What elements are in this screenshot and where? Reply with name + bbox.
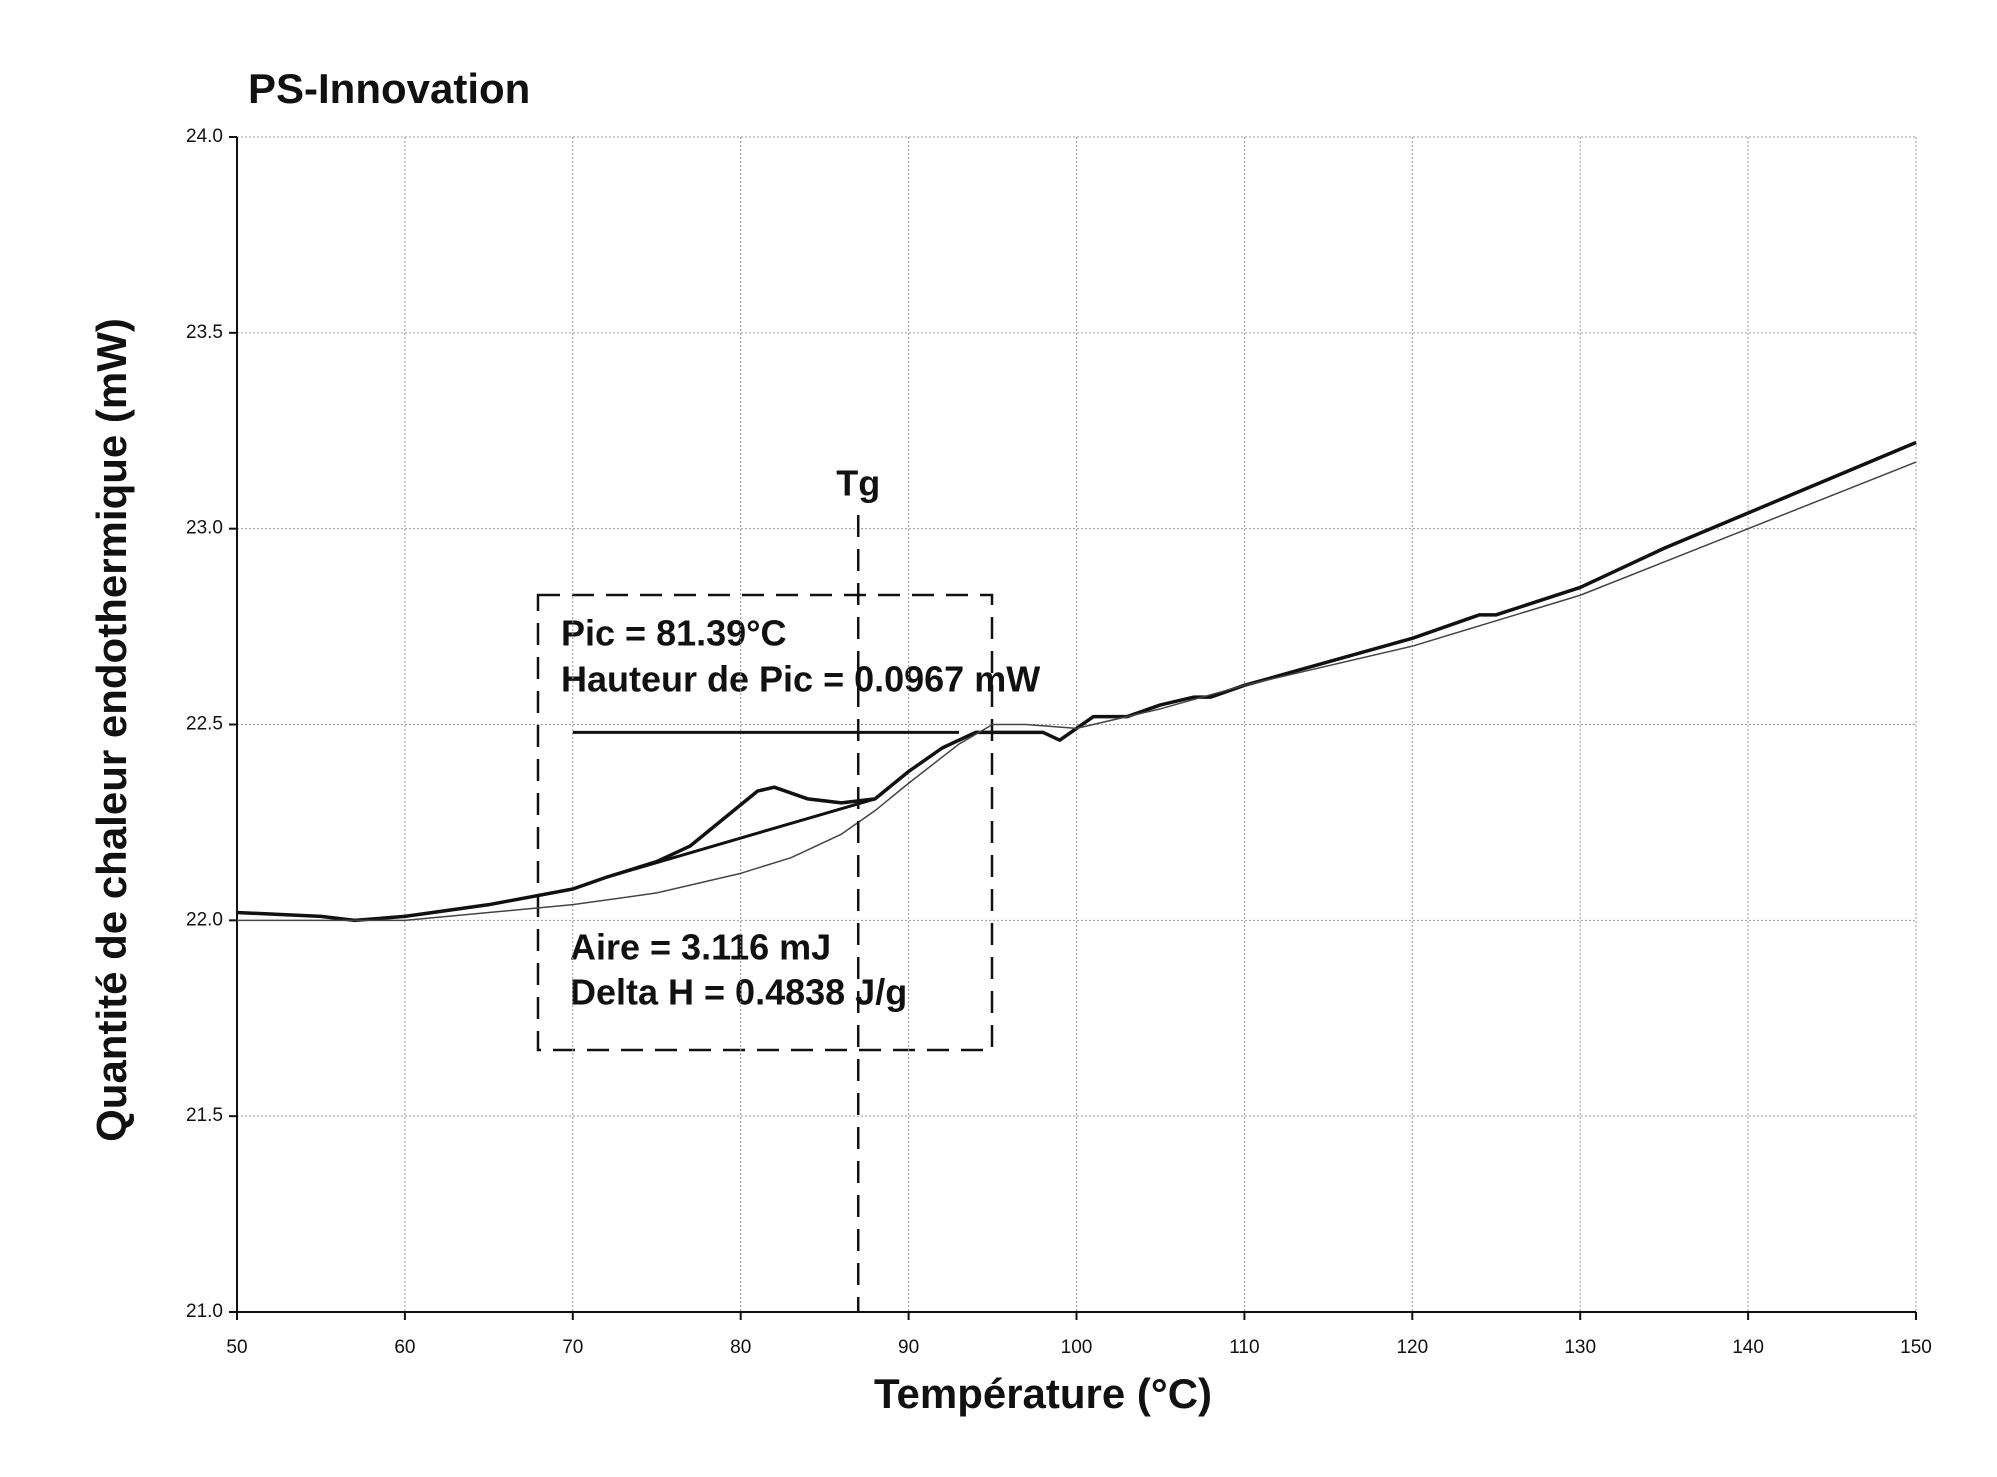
annotation: Aire = 3.116 mJ <box>570 927 831 968</box>
x-tick-label: 100 <box>1061 1337 1093 1358</box>
y-tick-label: 24.0 <box>186 126 223 147</box>
x-tick-label: 60 <box>394 1337 415 1358</box>
y-tick-label: 21.0 <box>186 1301 223 1322</box>
y-axis-label: Quantité de chaleur endothermique (mW) <box>88 318 135 1142</box>
y-tick-label: 22.5 <box>186 714 223 735</box>
y-tick-label: 23.5 <box>186 322 223 343</box>
y-tick-label: 21.5 <box>186 1105 223 1126</box>
x-tick-label: 70 <box>562 1337 583 1358</box>
x-tick-label: 80 <box>730 1337 751 1358</box>
y-tick-label: 23.0 <box>186 518 223 539</box>
x-tick-label: 120 <box>1396 1337 1428 1358</box>
x-tick-label: 140 <box>1732 1337 1764 1358</box>
annotation: Delta H = 0.4838 J/g <box>570 972 907 1013</box>
y-tick-label: 22.0 <box>186 909 223 930</box>
x-tick-label: 110 <box>1229 1337 1259 1358</box>
annotation: Pic = 81.39°C <box>561 613 787 654</box>
x-tick-label: 50 <box>226 1337 247 1358</box>
tg-label: Tg <box>836 463 880 504</box>
x-tick-label: 150 <box>1900 1337 1932 1358</box>
annotation: Hauteur de Pic = 0.0967 mW <box>561 659 1040 700</box>
x-axis-label: Température (°C) <box>874 1370 1212 1417</box>
x-tick-label: 90 <box>898 1337 919 1358</box>
x-tick-label: 130 <box>1564 1337 1596 1358</box>
chart-title: PS-Innovation <box>248 65 530 112</box>
